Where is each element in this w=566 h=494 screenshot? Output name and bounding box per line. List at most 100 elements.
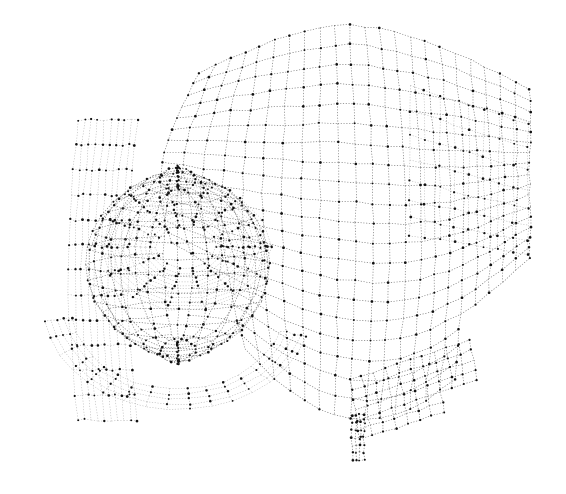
mesh-edge [87,280,94,299]
mesh-edge [454,208,469,214]
mesh-edge [95,194,99,221]
mesh-edge [108,320,111,346]
mesh-edge [320,199,340,203]
mesh-edge [144,286,172,298]
mesh-vertex [334,44,337,47]
mesh-edge [158,255,168,264]
mesh-edge [491,164,505,167]
mesh-edge [230,289,251,301]
mesh-edge [168,180,171,193]
mesh-edge [335,45,337,65]
mesh-edge [122,143,130,147]
mesh-edge [124,344,127,370]
mesh-edge [186,181,189,193]
mesh-edge [456,68,472,76]
mesh-vertex [351,398,355,402]
mesh-vertex [398,88,401,91]
mesh-edge [300,235,303,253]
mesh-edge [396,363,400,373]
mesh-vertex [104,169,108,172]
mesh-vertex [502,188,505,192]
mesh-edge [287,68,305,73]
mesh-vertex [207,225,209,228]
mesh-vertex [244,51,248,54]
mesh-vertex [200,196,204,199]
mesh-vertex [226,260,229,263]
mesh-vertex [259,246,262,249]
mesh-vertex [336,354,339,358]
mesh-vertex [192,223,195,226]
mesh-edge [94,301,107,305]
mesh-edge [122,247,129,269]
mesh-edge [231,231,239,247]
mesh-edge [335,395,352,399]
mesh-vertex [513,115,517,119]
mesh-edge [350,64,353,85]
mesh-edge [458,100,462,117]
mesh-vertex [272,342,275,346]
mesh-edge [220,246,229,248]
mesh-vertex [199,194,202,198]
mesh-edge [262,260,270,264]
mesh-vertex [515,199,518,202]
mesh-vertex [152,180,156,183]
mesh-vertex [74,220,77,223]
mesh-edge [220,280,226,284]
mesh-edge [378,396,392,403]
mesh-vertex [514,257,518,260]
mesh-edge [370,424,373,436]
mesh-vertex [121,332,124,335]
mesh-vertex [422,365,425,368]
mesh-edge [301,141,320,143]
mesh-edge [149,212,154,217]
mesh-edge [141,301,166,304]
mesh-vertex [241,246,245,249]
mesh-vertex [49,336,52,339]
mesh-edge [497,235,499,249]
mesh-edge [405,242,407,263]
mesh-edge [302,308,322,315]
mesh-edge [513,187,528,191]
mesh-vertex [129,344,132,348]
mesh-vertex [302,123,305,127]
mesh-vertex [181,214,184,217]
mesh-edge [400,383,405,395]
mesh-edge [176,185,190,189]
mesh-vertex [163,267,166,270]
mesh-edge [263,157,284,160]
mesh-vertex [415,110,418,113]
mesh-edge [351,340,354,359]
mesh-edge [232,270,252,292]
mesh-edge [445,303,448,322]
mesh-edge [156,191,168,195]
mesh-edge [418,279,421,298]
mesh-edge [113,322,119,328]
mesh-vertex [206,291,209,294]
mesh-vertex [407,234,411,237]
mesh-edge [108,269,115,272]
mesh-edge [102,205,115,219]
mesh-edge [127,183,144,192]
mesh-edge [388,372,400,379]
mesh-vertex [239,377,243,380]
mesh-vertex [145,282,148,285]
mesh-edge [122,302,142,308]
mesh-edge [146,283,172,293]
mesh-edge [263,343,274,355]
mesh-edge [260,243,263,261]
mesh-edge [425,59,429,78]
mesh-edge [477,256,479,274]
mesh-edge [376,392,379,403]
mesh-vertex [178,267,182,270]
mesh-edge [221,71,227,86]
mesh-edge [320,236,340,240]
mesh-edge [243,240,246,259]
mesh-vertex [419,220,422,223]
mesh-vertex [529,225,533,229]
mesh-edge [168,388,170,396]
mesh-edge [462,134,464,151]
mesh-vertex [259,234,262,237]
mesh-vertex [355,459,358,462]
mesh-vertex [359,435,362,438]
mesh-vertex [497,182,501,185]
